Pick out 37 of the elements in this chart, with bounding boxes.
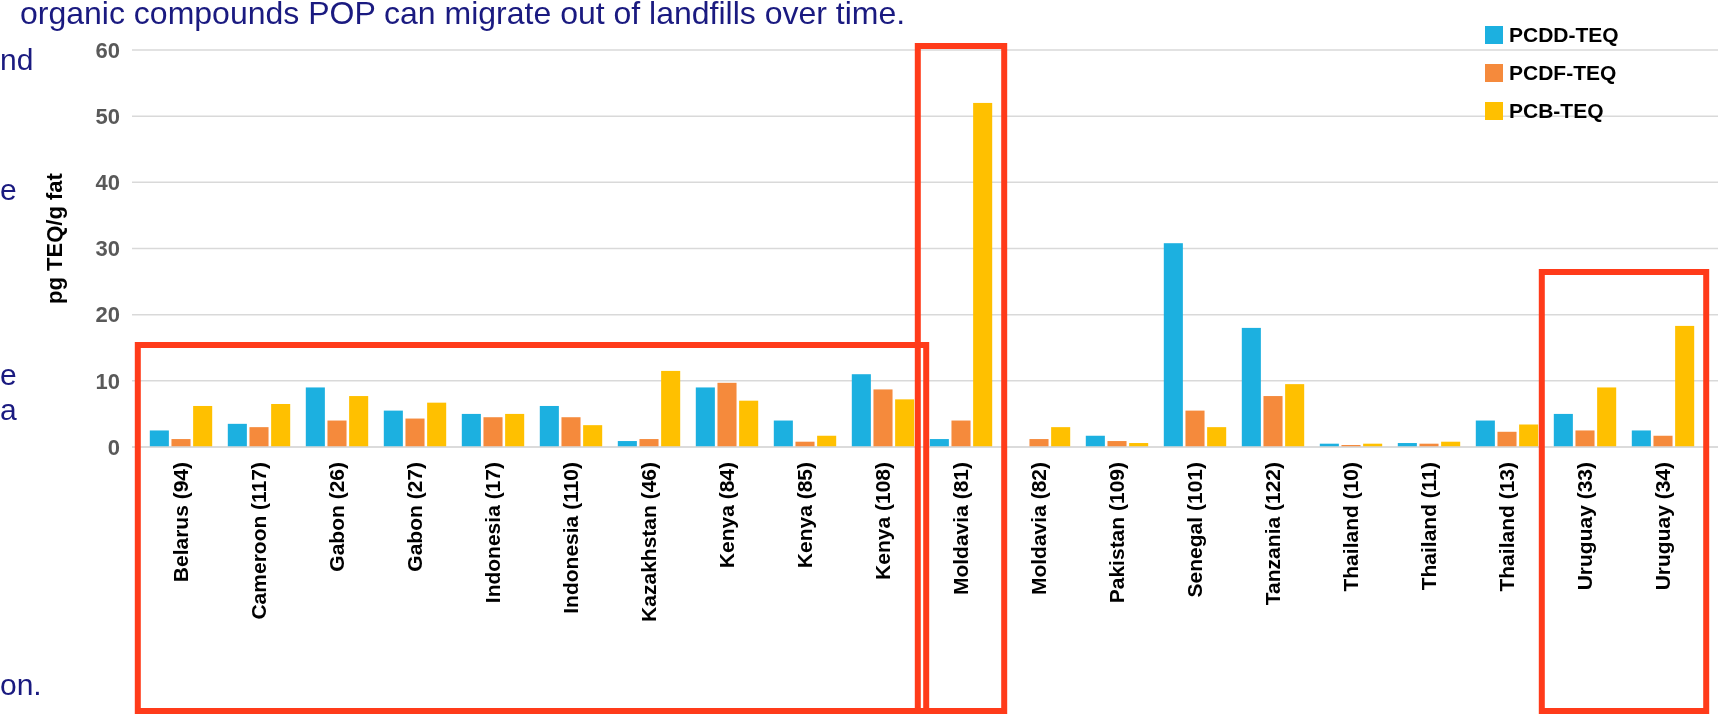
text: nd [0, 43, 34, 76]
x-tick-label: Indonesia (110) [559, 462, 583, 614]
x-tick-label: Senegal (101) [1183, 462, 1207, 598]
x-tick-label: Kazakhstan (46) [637, 462, 661, 622]
text: e [0, 173, 17, 206]
x-tick-label: Moldavia (82) [1027, 462, 1051, 596]
text: a [0, 393, 17, 426]
x-tick-label: Gabon (27) [403, 462, 427, 572]
y-tick-label: 10 [95, 368, 120, 394]
x-tick-label: Pakistan (109) [1105, 462, 1129, 604]
y-tick-label: 50 [95, 103, 120, 129]
x-tick-label: Thailand (13) [1495, 462, 1519, 592]
y-tick-label: 0 [107, 434, 120, 460]
x-tick-label: Thailand (10) [1339, 462, 1363, 592]
x-tick-label: Belarus (94) [169, 462, 193, 583]
y-tick-label: 60 [95, 37, 120, 63]
x-tick-label: Kenya (85) [793, 462, 817, 569]
text: on. [0, 668, 42, 701]
x-tick-label: Thailand (11) [1417, 462, 1441, 591]
y-axis-title: pg TEQ/g fat [42, 172, 67, 304]
x-tick-label: Uruguay (34) [1651, 462, 1675, 591]
y-tick-label: 40 [95, 170, 120, 196]
x-tick-label: Cameroon (117) [247, 462, 271, 620]
x-tick-label: Moldavia (81) [949, 462, 973, 596]
legend-label: PCB-TEQ [1509, 99, 1604, 123]
x-tick-label: Indonesia (17) [481, 462, 505, 604]
y-tick-label: 30 [95, 236, 120, 262]
legend-label: PCDF-TEQ [1509, 61, 1617, 85]
x-tick-label: Tanzania (122) [1261, 462, 1285, 606]
x-tick-label: Uruguay (33) [1573, 462, 1597, 591]
x-tick-label: Kenya (108) [871, 462, 895, 580]
text: e [0, 358, 17, 391]
text: organic compounds POP can migrate out of landfills over time. [20, 0, 906, 31]
x-tick-label: Gabon (26) [325, 462, 349, 572]
legend-label: PCDD-TEQ [1509, 23, 1619, 47]
y-tick-label: 20 [95, 302, 120, 328]
x-tick-label: Kenya (84) [715, 462, 739, 569]
